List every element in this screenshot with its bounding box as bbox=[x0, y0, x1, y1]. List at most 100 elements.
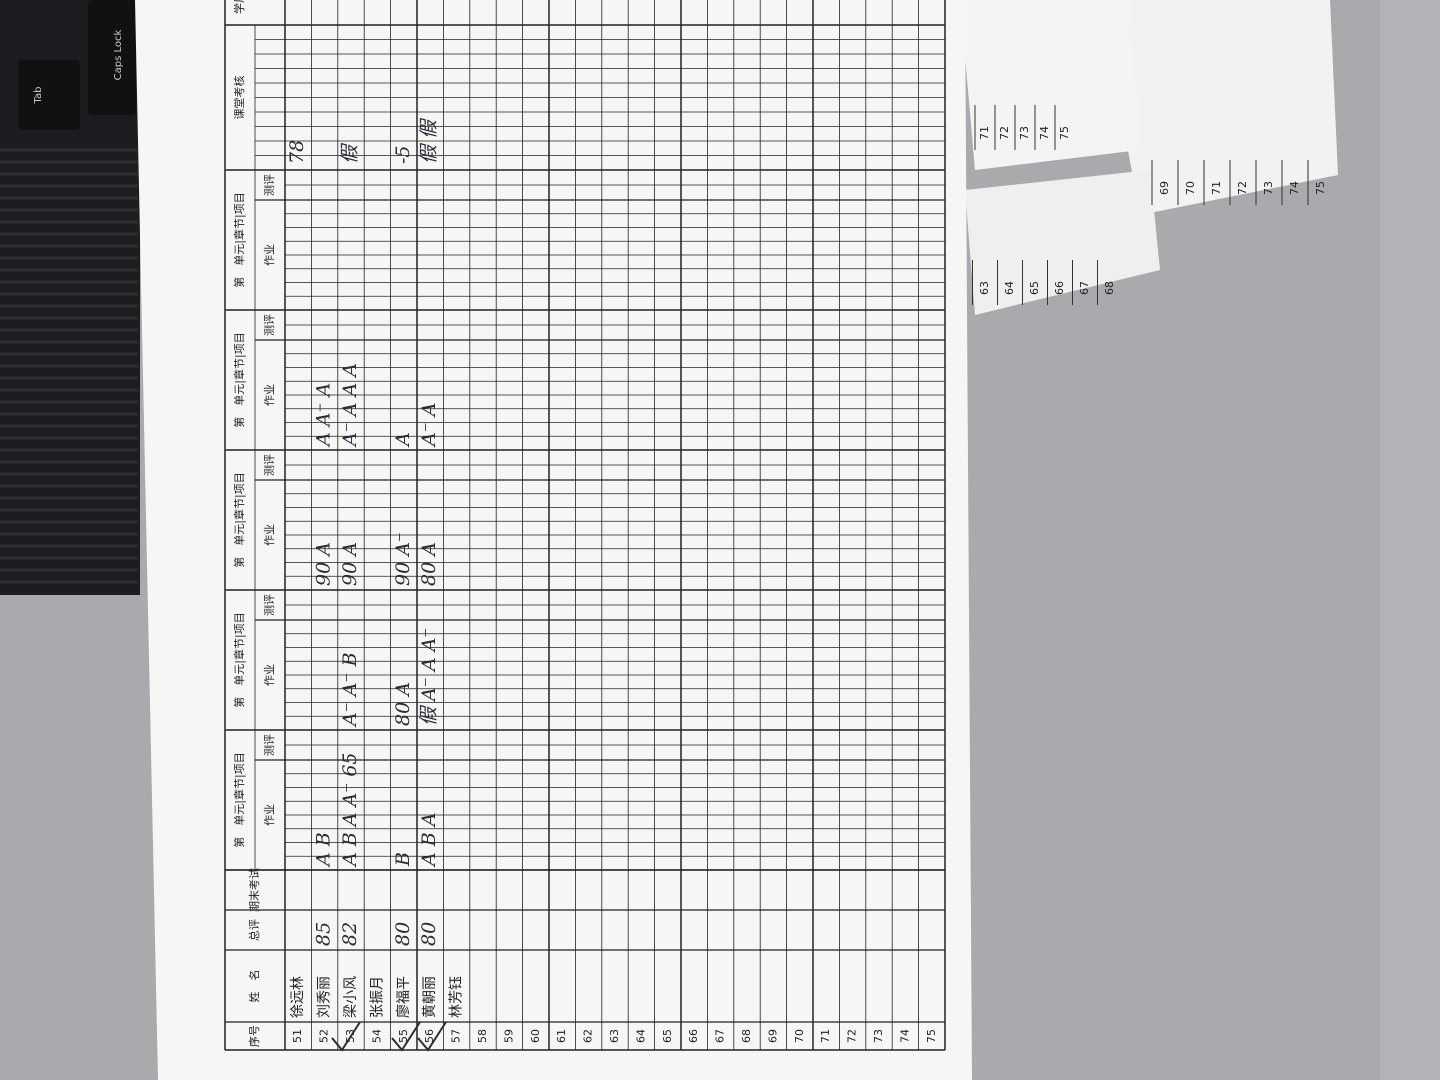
student-name: 廖福平 bbox=[395, 976, 412, 1018]
row-number: 75 bbox=[925, 1029, 938, 1043]
back-sheet bbox=[960, 0, 1140, 170]
header-unit: 第 单元|章节|项目 bbox=[232, 332, 246, 427]
handwritten-grade: 假 bbox=[339, 142, 361, 164]
total-score: 80 bbox=[418, 922, 440, 946]
row-number: 70 bbox=[793, 1029, 806, 1043]
row-number: 59 bbox=[502, 1029, 515, 1043]
sheet-row-number: 66 bbox=[1053, 281, 1066, 295]
handwritten-grade: A B A bbox=[418, 813, 440, 868]
sheet-row-number: 71 bbox=[1210, 181, 1223, 195]
handwritten-grade: 90 A bbox=[339, 542, 361, 586]
total-score: 85 bbox=[313, 922, 335, 946]
row-number: 58 bbox=[476, 1029, 489, 1043]
sheet-row-number: 63 bbox=[978, 281, 991, 295]
row-number: 67 bbox=[714, 1029, 727, 1043]
header-unit: 第 单元|章节|项目 bbox=[232, 752, 246, 847]
header-classroom: 课堂考核 bbox=[232, 76, 246, 120]
header-homework: 作业 bbox=[263, 804, 276, 826]
row-number: 73 bbox=[872, 1029, 885, 1043]
header-assessment: 测评 bbox=[263, 314, 276, 336]
row-number: 69 bbox=[766, 1029, 779, 1043]
header-unit: 第 单元|章节|项目 bbox=[232, 472, 246, 567]
row-number: 51 bbox=[291, 1029, 304, 1043]
sheet-row-number: 73 bbox=[1262, 181, 1275, 195]
sheet-row-number: 73 bbox=[1018, 126, 1031, 140]
sheet-row-number: 64 bbox=[1003, 281, 1016, 295]
handwritten-grade: -5 bbox=[392, 145, 414, 164]
header-unit: 第 单元|章节|项目 bbox=[232, 192, 246, 287]
tab-key bbox=[18, 60, 80, 130]
sheet-row-number: 75 bbox=[1314, 181, 1327, 195]
sheet-row-number: 72 bbox=[998, 126, 1011, 140]
row-number: 74 bbox=[898, 1029, 911, 1043]
header-homework: 作业 bbox=[263, 524, 276, 546]
student-name: 徐远林 bbox=[290, 976, 306, 1018]
key-label: Caps Lock bbox=[113, 29, 124, 80]
header-style: 学风 bbox=[232, 0, 246, 14]
handwritten-grade: A B A A⁻ 65 bbox=[339, 753, 361, 869]
key-label: Tab bbox=[33, 87, 44, 105]
header-unit: 第 单元|章节|项目 bbox=[232, 612, 246, 707]
row-number: 55 bbox=[397, 1029, 410, 1043]
header-assessment: 测评 bbox=[263, 174, 276, 196]
handwritten-grade: A⁻ A A A bbox=[339, 363, 361, 448]
handwritten-grade: 78 bbox=[286, 140, 308, 164]
row-number: 64 bbox=[634, 1029, 647, 1043]
header-seq: 序号 bbox=[247, 1025, 261, 1047]
row-number: 68 bbox=[740, 1029, 753, 1043]
row-number: 72 bbox=[846, 1029, 859, 1043]
sheet-row-number: 68 bbox=[1103, 281, 1116, 295]
header-homework: 作业 bbox=[263, 384, 276, 406]
sheet-row-number: 72 bbox=[1236, 181, 1249, 195]
handwritten-grade: A bbox=[392, 432, 414, 448]
caps-key bbox=[88, 0, 136, 115]
back-sheet bbox=[965, 170, 1160, 315]
row-number: 63 bbox=[608, 1029, 621, 1043]
row-number: 61 bbox=[555, 1029, 568, 1043]
row-number: 56 bbox=[423, 1029, 436, 1043]
header-name: 姓 名 bbox=[247, 970, 261, 1003]
header-homework: 作业 bbox=[263, 664, 276, 686]
header-assessment: 测评 bbox=[263, 594, 276, 616]
row-number: 66 bbox=[687, 1029, 700, 1043]
sheet-row-number: 67 bbox=[1078, 281, 1091, 295]
student-name: 林芳钰 bbox=[448, 976, 465, 1018]
paper bbox=[135, 0, 972, 1080]
student-name: 张振月 bbox=[369, 976, 385, 1018]
total-score: 82 bbox=[339, 922, 361, 946]
handwritten-grade: 假 假 bbox=[418, 117, 440, 164]
desk-edge bbox=[1380, 0, 1440, 1080]
sheet-row-number: 75 bbox=[1058, 126, 1071, 140]
handwritten-grade: A A⁻ A bbox=[313, 383, 335, 448]
handwritten-grade: A B bbox=[313, 832, 335, 868]
header-final: 期末考试 bbox=[247, 868, 261, 912]
row-number: 60 bbox=[529, 1029, 542, 1043]
sheet-row-number: 71 bbox=[978, 126, 991, 140]
handwritten-grade: A⁻ A bbox=[418, 402, 440, 448]
sheet-row-number: 70 bbox=[1184, 181, 1197, 195]
handwritten-grade: A⁻ A⁻ B bbox=[339, 652, 361, 728]
handwritten-grade: 90 A⁻ bbox=[392, 532, 414, 586]
student-name: 刘秀丽 bbox=[317, 976, 333, 1018]
handwritten-grade: 90 A bbox=[313, 542, 335, 586]
row-number: 62 bbox=[582, 1029, 595, 1043]
header-assessment: 测评 bbox=[263, 454, 276, 476]
handwritten-grade: B bbox=[392, 852, 414, 867]
back-sheet-numbers: 71 72 73 74 75 69 70 71 72 73 74 75 63 64 65 66 67 68 bbox=[972, 105, 1327, 305]
header-homework: 作业 bbox=[263, 244, 276, 266]
handwritten-grade: 假 A⁻ A A⁻ bbox=[418, 628, 440, 726]
row-number: 54 bbox=[370, 1029, 383, 1043]
keyboard-ridges bbox=[0, 148, 138, 584]
handwritten-grade: 80 A bbox=[418, 542, 440, 586]
student-name: 黄朝丽 bbox=[421, 976, 438, 1018]
header-total: 总评 bbox=[247, 919, 261, 941]
row-number: 71 bbox=[819, 1029, 832, 1043]
sheet-row-number: 74 bbox=[1288, 181, 1301, 195]
row-number: 65 bbox=[661, 1029, 674, 1043]
back-sheet bbox=[1100, 0, 1338, 215]
handwritten-grade: 80 A bbox=[392, 682, 414, 726]
student-name: 梁小风 bbox=[343, 976, 359, 1018]
sheet-row-number: 69 bbox=[1158, 181, 1171, 195]
